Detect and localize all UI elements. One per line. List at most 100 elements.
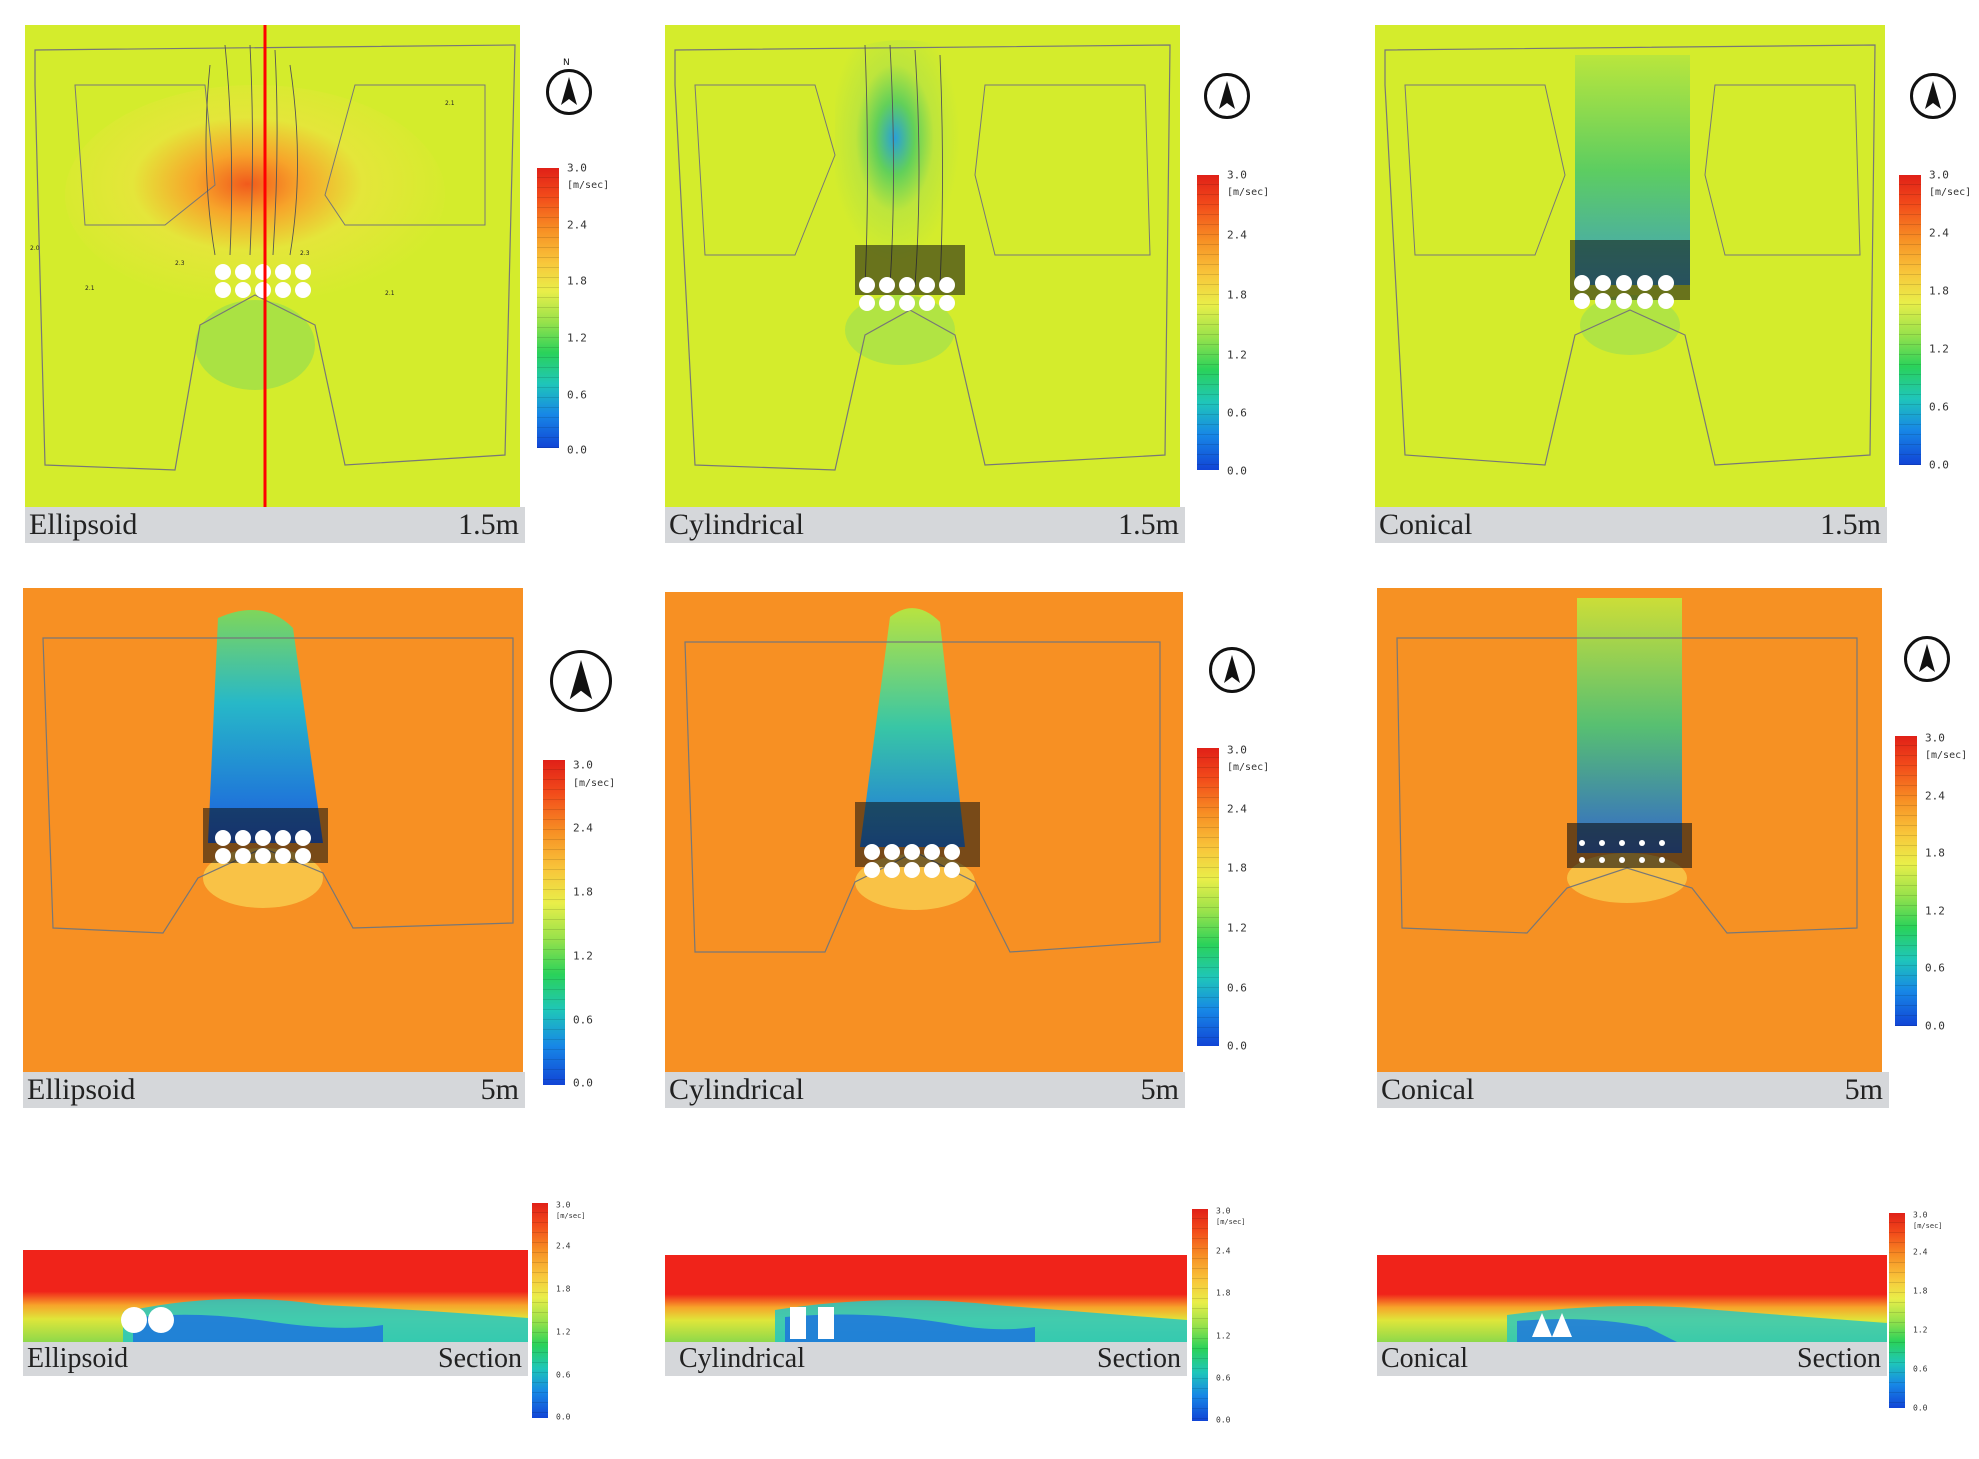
color-legend: 3.0 [m/sec] 2.4 1.8 1.2 0.6 0.0 — [1197, 744, 1269, 1053]
legend-unit: [m/sec] — [1929, 187, 1972, 198]
caption-bar: Conical 5m — [1377, 1072, 1889, 1108]
legend-unit: [m/sec] — [567, 180, 610, 191]
legend-max: 3.0 — [1929, 168, 1949, 182]
wind-contour-plot: 2.1 2.1 2.1 2.0 2.3 2.3 — [25, 25, 520, 507]
legend-tick: 2.4 — [1925, 789, 1945, 803]
shape-label: Conical — [1381, 1343, 1469, 1374]
color-legend: 3.0 [m/sec] 2.4 1.8 1.2 0.6 0.0 — [537, 162, 610, 457]
height-label: 1.5m — [458, 508, 519, 541]
legend-tick: 0.6 — [1227, 406, 1247, 420]
caption-bar: Cylindrical 5m — [665, 1072, 1185, 1108]
north-arrow-icon — [1904, 636, 1950, 682]
svg-text:2.1: 2.1 — [385, 290, 395, 297]
legend-tick: 0.6 — [1913, 1364, 1928, 1374]
svg-text:2.0: 2.0 — [30, 245, 40, 252]
wind-contour-plot — [1377, 588, 1882, 1072]
legend-tick: 1.2 — [1925, 904, 1945, 918]
legend-unit: [m/sec] — [556, 1212, 586, 1220]
panel-conical-section: Conical Section — [1377, 1255, 1887, 1376]
height-label: 1.5m — [1118, 508, 1179, 541]
legend-tick: 2.4 — [1227, 802, 1247, 816]
wind-contour-plot — [665, 25, 1180, 507]
caption-bar: Ellipsoid 5m — [23, 1072, 525, 1108]
legend-colorbar — [1895, 736, 1917, 1026]
legend-tick: 1.2 — [1227, 921, 1247, 935]
legend-tick: 2.4 — [1929, 226, 1949, 240]
shape-label: Cylindrical — [669, 508, 804, 541]
legend-tick: 0.6 — [1216, 1373, 1231, 1383]
legend-max: 3.0 — [567, 161, 587, 175]
legend-tick: 1.8 — [1227, 861, 1247, 875]
legend-colorbar — [1197, 175, 1219, 470]
legend-colorbar — [1192, 1209, 1208, 1421]
legend-tick: 0.6 — [1227, 981, 1247, 995]
legend-max: 3.0 — [1227, 168, 1247, 182]
color-legend: 3.0 [m/sec] 2.4 1.8 1.2 0.6 0.0 — [1899, 169, 1972, 472]
svg-text:2.1: 2.1 — [445, 100, 455, 107]
legend-unit: [m/sec] — [1227, 187, 1270, 198]
legend-tick: 2.4 — [1216, 1246, 1231, 1256]
color-legend: 3.0 [m/sec] 2.4 1.8 1.2 0.6 0.0 — [543, 758, 618, 1090]
color-legend: 3.0 [m/sec] 2.4 1.8 1.2 0.6 0.0 — [1895, 732, 1970, 1033]
section-label: Section — [1797, 1343, 1881, 1374]
legend-tick: 0.0 — [1913, 1403, 1928, 1413]
legend-tick: 1.8 — [573, 885, 593, 899]
legend-tick: 1.8 — [1929, 284, 1949, 298]
legend-tick: 1.8 — [556, 1284, 571, 1294]
legend-tick: 0.0 — [573, 1076, 593, 1090]
caption-bar: Conical Section — [1377, 1342, 1887, 1376]
legend-tick: 1.8 — [1925, 846, 1945, 860]
section-label: Section — [438, 1343, 522, 1374]
height-label: 1.5m — [1820, 508, 1881, 541]
caption-bar: Conical 1.5m — [1375, 507, 1887, 543]
legend-unit: [m/sec] — [1216, 1218, 1246, 1226]
legend-max: 3.0 — [1227, 743, 1247, 757]
north-letter: N — [563, 58, 570, 68]
legend-tick: 1.2 — [1913, 1325, 1928, 1335]
caption-bar: Cylindrical Section — [665, 1342, 1187, 1376]
legend-tick: 0.0 — [1925, 1019, 1945, 1033]
legend-tick: 0.0 — [556, 1412, 571, 1422]
legend-colorbar — [1197, 748, 1219, 1046]
wind-section-plot — [665, 1255, 1187, 1342]
legend-tick: 1.2 — [567, 331, 587, 345]
legend-tick: 1.8 — [1216, 1288, 1231, 1298]
legend-tick: 2.4 — [567, 218, 587, 232]
legend-unit: [m/sec] — [1925, 750, 1968, 761]
panel-ellipsoid-5m: Ellipsoid 5m — [23, 588, 525, 1108]
legend-tick: 2.4 — [1913, 1247, 1928, 1257]
panel-ellipsoid-1-5m: 2.1 2.1 2.1 2.0 2.3 2.3 Ellipsoid 1.5m — [25, 25, 525, 543]
legend-tick: 2.4 — [1227, 228, 1247, 242]
color-legend: 3.0 [m/sec] 2.4 1.8 1.2 0.6 0.0 — [1197, 169, 1270, 478]
legend-tick: 0.6 — [1929, 400, 1949, 414]
north-arrow-icon — [550, 650, 612, 712]
shape-label: Conical — [1381, 1073, 1475, 1106]
panel-cylindrical-section: Cylindrical Section — [665, 1255, 1187, 1376]
legend-tick: 1.8 — [567, 274, 587, 288]
legend-tick: 0.0 — [567, 443, 587, 457]
legend-tick: 0.6 — [567, 388, 587, 402]
legend-max: 3.0 — [1925, 731, 1945, 745]
legend-tick: 1.2 — [1227, 348, 1247, 362]
height-label: 5m — [480, 1073, 519, 1106]
color-legend: 3.0 [m/sec] 2.4 1.8 1.2 0.6 0.0 — [1192, 1207, 1246, 1425]
legend-colorbar — [532, 1203, 548, 1418]
legend-max: 3.0 — [573, 758, 593, 772]
legend-tick: 2.4 — [573, 821, 593, 835]
legend-unit: [m/sec] — [1913, 1222, 1943, 1230]
legend-max: 3.0 — [556, 1200, 571, 1210]
legend-colorbar — [543, 760, 565, 1085]
wind-contour-plot — [23, 588, 523, 1072]
legend-tick: 1.8 — [1227, 288, 1247, 302]
caption-bar: Cylindrical 1.5m — [665, 507, 1185, 543]
legend-tick: 0.6 — [573, 1013, 593, 1027]
wind-contour-plot — [665, 592, 1183, 1072]
legend-tick: 0.0 — [1216, 1415, 1231, 1425]
legend-tick: 1.8 — [1913, 1286, 1928, 1296]
color-legend: 3.0 [m/sec] 2.4 1.8 1.2 0.6 0.0 — [1889, 1210, 1943, 1413]
legend-max: 3.0 — [1913, 1210, 1928, 1220]
shape-label: Ellipsoid — [27, 1343, 129, 1374]
svg-text:2.3: 2.3 — [300, 250, 310, 257]
legend-tick: 1.2 — [556, 1327, 571, 1337]
wind-contour-plot — [1375, 25, 1885, 507]
